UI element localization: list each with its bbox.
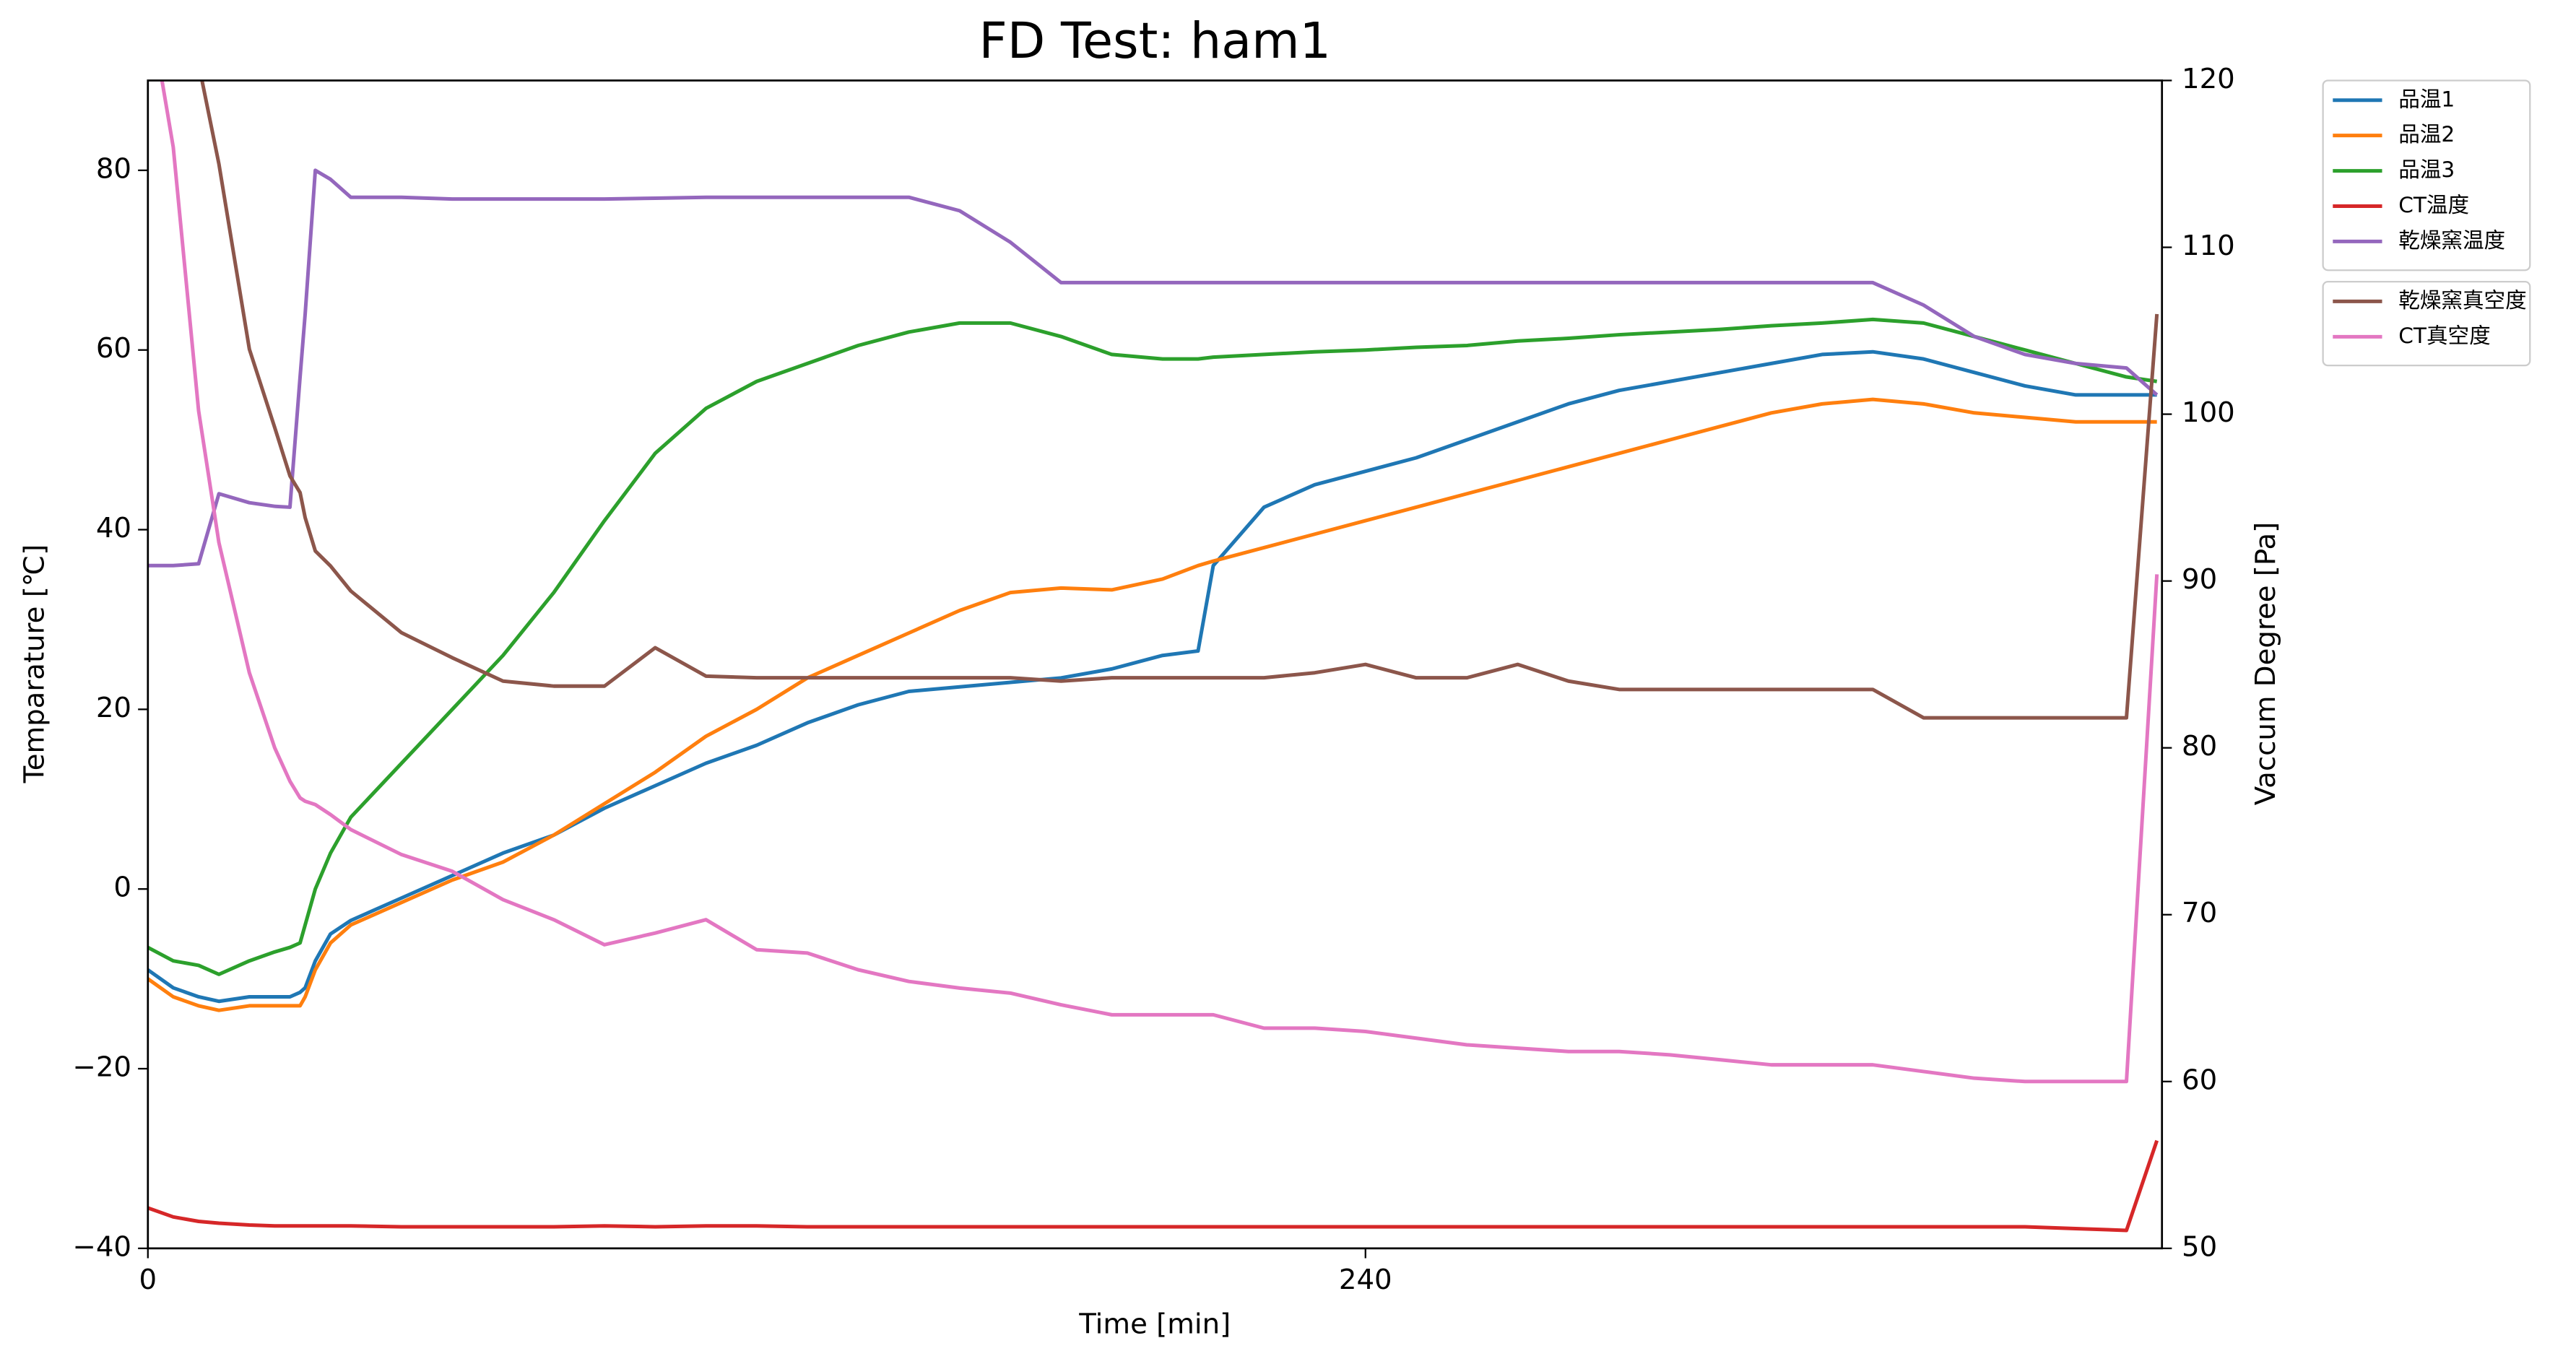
- chart-title: FD Test: ham1: [979, 13, 1331, 70]
- series-line: [147, 397, 2157, 1012]
- y2-tick-label: 110: [2182, 230, 2235, 262]
- legend-label: CT真空度: [2398, 323, 2490, 348]
- y2-tick-label: 90: [2182, 563, 2217, 596]
- y-tick-label: 20: [96, 692, 131, 724]
- legend-label: 乾燥窯温度: [2398, 228, 2505, 253]
- x-tick-label: 240: [1339, 1264, 1392, 1296]
- y-tick-label: 60: [96, 332, 131, 365]
- x-axis-label: Time [min]: [1078, 1308, 1231, 1340]
- series-line: [160, 80, 2159, 1084]
- x-tick-label: 0: [139, 1264, 157, 1296]
- plot-lines: [147, 80, 2159, 1233]
- series-line: [147, 168, 2159, 568]
- series-line: [147, 349, 2157, 1004]
- y2-tick-label: 60: [2182, 1064, 2217, 1096]
- legend-label: 品温1: [2398, 87, 2455, 111]
- series-line: [200, 80, 2159, 720]
- y2-tick-label: 100: [2182, 396, 2235, 429]
- legend-label: 品温3: [2398, 157, 2455, 182]
- series-line: [147, 1139, 2159, 1233]
- y-axis-label: Temparature [℃]: [19, 544, 51, 784]
- y-tick-label: 0: [113, 872, 131, 904]
- y-tick-label: −20: [72, 1051, 131, 1084]
- y2-tick-label: 80: [2182, 730, 2217, 763]
- y2-tick-label: 50: [2182, 1230, 2217, 1263]
- legend-label: 品温2: [2398, 122, 2455, 147]
- legend-box: [2322, 79, 2531, 272]
- y2-axis-label: Vaccum Degree [Pa]: [2250, 522, 2282, 806]
- legend-label: CT温度: [2398, 193, 2469, 217]
- y-tick-label: 80: [96, 152, 131, 185]
- y2-tick-label: 70: [2182, 897, 2217, 929]
- plot-frame: [147, 79, 2164, 1250]
- y-tick-label: 40: [96, 512, 131, 544]
- series-line: [147, 317, 2158, 976]
- y2-tick-label: 120: [2182, 63, 2235, 95]
- legend-label: 乾燥窯真空度: [2398, 288, 2526, 313]
- y-tick-label: −40: [72, 1230, 131, 1263]
